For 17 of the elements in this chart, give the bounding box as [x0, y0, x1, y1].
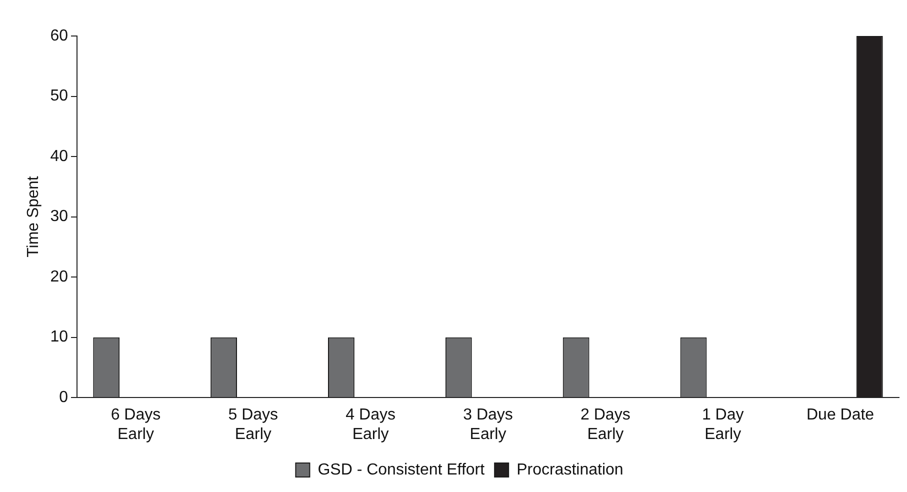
- y-tick-label: 10: [50, 328, 68, 346]
- x-tick-label: 5 Days Early: [228, 406, 278, 443]
- x-tick-label: Due Date: [806, 406, 874, 424]
- legend-label: GSD - Consistent Effort: [318, 461, 486, 478]
- y-tick-label: 40: [50, 148, 68, 165]
- y-tick-label: 60: [50, 27, 68, 44]
- y-tick-label: 50: [50, 88, 68, 105]
- legend-label: Procrastination: [516, 461, 624, 478]
- x-tick-label: 4 Days Early: [346, 406, 396, 443]
- x-tick-label: 2 Days Early: [580, 406, 630, 443]
- y-tick-label: 20: [50, 268, 68, 286]
- y-tick-label: 30: [50, 208, 68, 226]
- x-tick-label: 6 Days Early: [110, 406, 161, 443]
- x-tick-label: 1 Day Early: [702, 406, 744, 443]
- x-tick-label: 3 Days Early: [463, 406, 513, 443]
- y-axis-title: Time Spent: [25, 176, 42, 258]
- y-tick-label: 0: [59, 389, 68, 406]
